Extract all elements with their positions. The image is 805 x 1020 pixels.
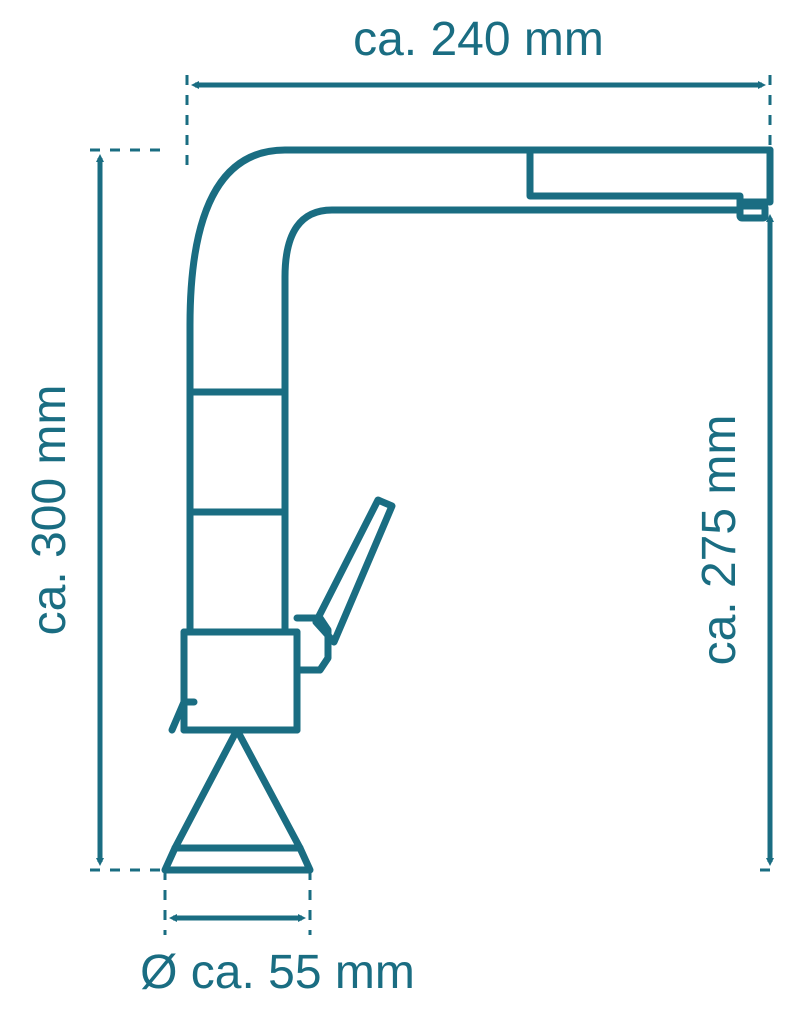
label-right: ca. 275 mm xyxy=(693,415,746,666)
label-left: ca. 300 mm xyxy=(23,385,76,636)
label-bottom: Ø ca. 55 mm xyxy=(140,946,415,999)
label-top: ca. 240 mm xyxy=(353,13,604,66)
faucet-outline xyxy=(165,150,770,870)
